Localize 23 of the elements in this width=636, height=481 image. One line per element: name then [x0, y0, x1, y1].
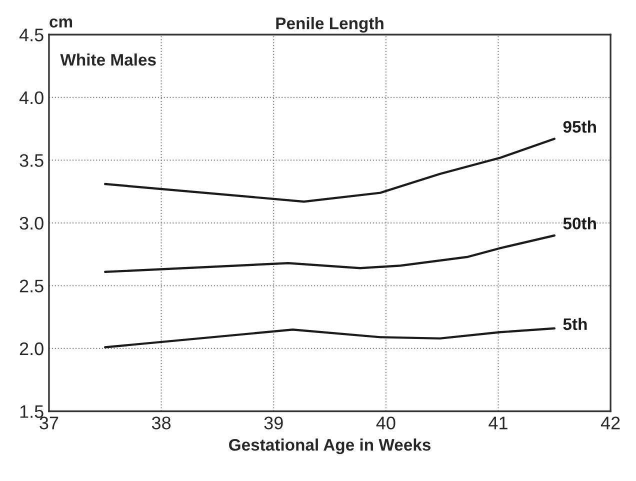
- line-series: [104, 327, 556, 348]
- x-tick-label: 41: [488, 416, 508, 430]
- x-axis-title: Gestational Age in Weeks: [229, 438, 431, 454]
- y-tick-label: 2.0: [20, 342, 44, 356]
- x-tick-label: 42: [600, 416, 620, 430]
- x-tick-label: 39: [264, 416, 283, 430]
- series-label: 95th: [563, 120, 596, 133]
- line-series: [104, 138, 556, 203]
- y-axis-title: cm: [50, 18, 72, 28]
- y-tick-label: 2.5: [20, 280, 44, 292]
- y-tick-label: 4.0: [19, 91, 44, 104]
- y-tick-label: 3.5: [20, 154, 44, 167]
- y-tick-label: 1.5: [20, 405, 44, 418]
- chart-title: Penile Length: [276, 17, 384, 33]
- series-label: 50th: [563, 217, 596, 230]
- y-tick-label: 4.5: [19, 28, 44, 42]
- annotation: White Males: [60, 53, 156, 66]
- y-tick-label: 3.0: [20, 216, 44, 230]
- line-series: [104, 234, 556, 274]
- series-label: 5th: [563, 318, 587, 330]
- x-tick-label: 38: [152, 416, 171, 430]
- x-tick-label: 40: [376, 416, 396, 430]
- x-tick-label: 37: [40, 416, 58, 430]
